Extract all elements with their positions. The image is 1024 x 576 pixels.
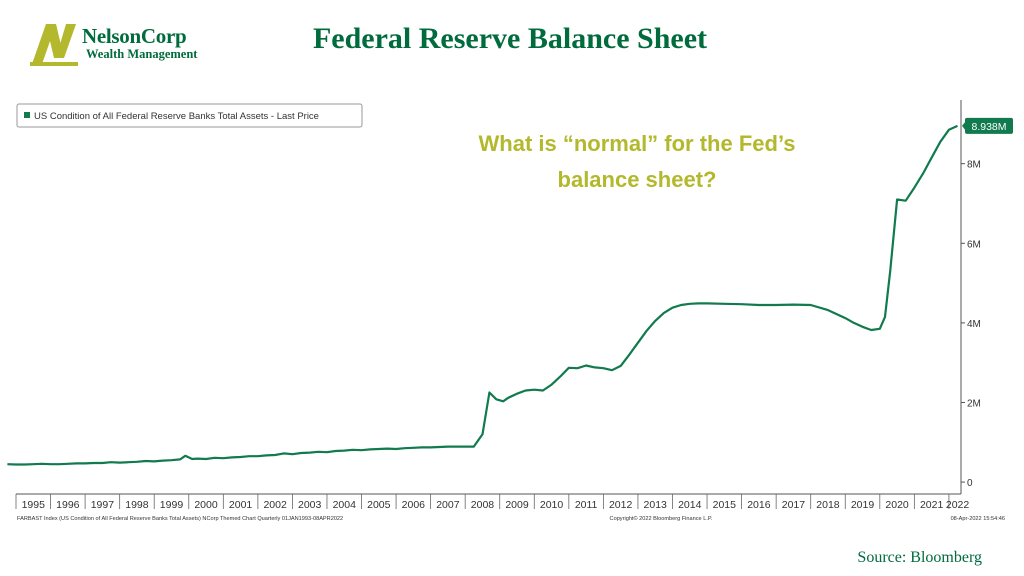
x-tick-label: 2018 <box>816 499 840 511</box>
x-tick-label: 1997 <box>91 499 115 511</box>
x-tick-label: 2006 <box>402 499 426 511</box>
x-tick-label: 2013 <box>644 499 668 511</box>
x-axis: 1995 1996 1997 1998 1999 2000 2001 2002 2003 2004… <box>15 494 970 511</box>
y-tick-label: 6M <box>967 239 981 250</box>
x-tick-label: 1995 <box>22 499 46 511</box>
x-tick-label: 2014 <box>678 499 702 511</box>
series-line <box>7 124 958 466</box>
y-tick-label: 0 <box>967 478 973 489</box>
x-tick-label: 2003 <box>298 499 322 511</box>
x-tick-label: 2010 <box>540 499 564 511</box>
nelsoncorp-logo: NelsonCorp Wealth Management <box>30 20 205 68</box>
last-value-marker: 8.938M <box>962 117 1013 134</box>
x-tick-label: 2017 <box>782 499 806 511</box>
y-tick-label: 4M <box>967 319 981 330</box>
x-tick-label: 1998 <box>125 499 149 511</box>
y-tick-label: 2M <box>967 398 981 409</box>
x-tick-label: 2007 <box>436 499 460 511</box>
callout-line-2: balance sheet? <box>558 167 717 192</box>
x-tick-label: 1999 <box>160 499 184 511</box>
x-tick-label: 2009 <box>505 499 529 511</box>
x-tick-label: 2011 <box>575 499 598 511</box>
x-tick-label: 2019 <box>851 499 875 511</box>
logo-name: NelsonCorp <box>82 24 187 48</box>
legend-box: US Condition of All Federal Reserve Bank… <box>16 103 363 128</box>
logo-subtitle: Wealth Management <box>86 47 198 61</box>
x-tick-label: 2015 <box>713 499 737 511</box>
last-value-label: 8.938M <box>971 121 1006 133</box>
page-title: Federal Reserve Balance Sheet <box>312 22 708 55</box>
x-tick-label: 2008 <box>471 499 495 511</box>
y-axis: 0 2M 4M 6M 8M <box>961 160 981 489</box>
legend-swatch <box>24 112 30 118</box>
source-note: Source: Bloomberg <box>857 549 982 566</box>
x-tick-label: 1996 <box>56 499 80 511</box>
x-tick-label: 2022 <box>946 499 970 511</box>
x-tick-label: 2016 <box>747 499 771 511</box>
footer-right: 08-Apr-2022 15:54:46 <box>951 516 1005 522</box>
footer-center: Copyright© 2022 Bloomberg Finance L.P. <box>610 515 713 522</box>
y-tick-label: 8M <box>967 160 981 171</box>
footer-left: FARBAST Index (US Condition of All Feder… <box>17 516 343 522</box>
x-tick-label: 2005 <box>367 499 391 511</box>
x-tick-label: 2012 <box>609 499 633 511</box>
x-tick-label: 2002 <box>263 499 287 511</box>
x-tick-label: 2000 <box>194 499 218 511</box>
legend-label: US Condition of All Federal Reserve Bank… <box>34 111 319 122</box>
x-tick-label: 2021 <box>920 499 944 511</box>
x-tick-label: 2020 <box>885 499 909 511</box>
logo-n-mark-icon <box>30 24 78 66</box>
x-tick-label: 2001 <box>229 499 253 511</box>
callout-line-1: What is “normal” for the Fed’s <box>479 131 796 156</box>
x-tick-label: 2004 <box>333 499 357 511</box>
